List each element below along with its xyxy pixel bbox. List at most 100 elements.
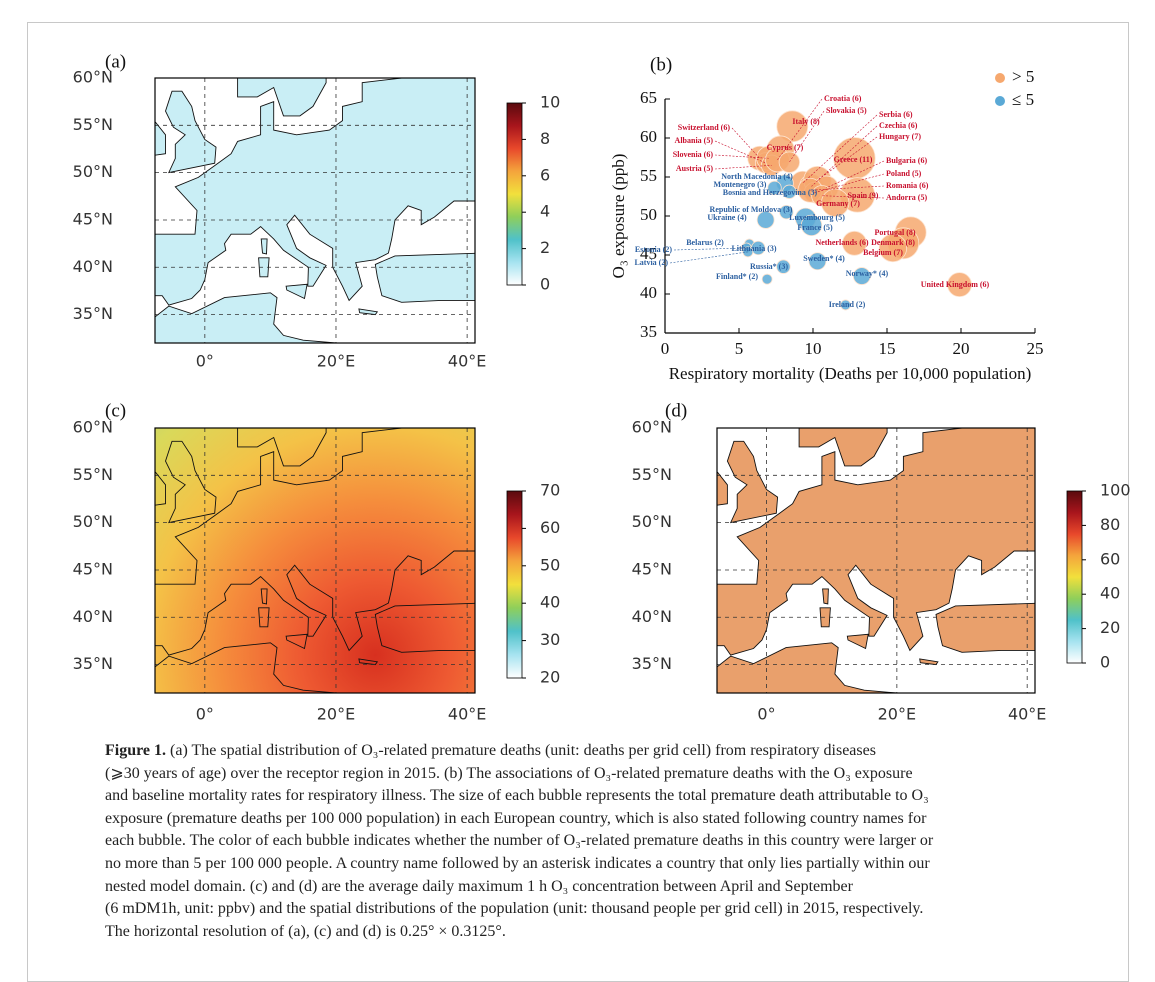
y-axis-label: O₃ exposure (ppb) xyxy=(609,154,628,279)
panel-label: (c) xyxy=(105,400,126,421)
lat-tick-label: 45°N xyxy=(73,559,113,578)
bubble-label: Slovakia (5) xyxy=(826,106,867,115)
lon-tick-label: 20°E xyxy=(317,352,355,371)
colorbar xyxy=(1066,490,1083,664)
bubble-label: Ukraine (4) xyxy=(707,213,747,222)
lat-tick-label: 40°N xyxy=(73,257,113,276)
caption-line: (6 mDM1h, unit: ppbv) and the spatial di… xyxy=(105,900,924,918)
colorbar-tick-label: 2 xyxy=(540,238,550,257)
lat-tick-label: 55°N xyxy=(632,465,672,484)
coastline xyxy=(726,440,779,524)
coastline xyxy=(822,588,829,605)
bubble xyxy=(800,214,823,237)
lat-tick-label: 50°N xyxy=(73,512,113,531)
lon-tick-label: 0° xyxy=(196,705,214,724)
y-tick-label: 65 xyxy=(640,88,657,107)
lat-tick-label: 35°N xyxy=(73,304,113,323)
coastline xyxy=(155,642,337,693)
colorbar xyxy=(506,490,523,679)
bubble-label: Luxembourg (5) xyxy=(789,213,845,222)
bubble-label: Hungary (7) xyxy=(879,132,921,141)
coastline xyxy=(717,471,728,506)
bubble xyxy=(842,230,867,256)
colorbar-tick-label: 30 xyxy=(540,630,560,649)
coastline xyxy=(258,607,270,628)
bubble-label: Russia* (3) xyxy=(750,262,788,271)
bubble-label: Austria (5) xyxy=(676,164,713,173)
bubble xyxy=(782,184,797,199)
lat-tick-label: 50°N xyxy=(73,162,113,181)
lon-tick-label: 40°E xyxy=(1008,705,1046,724)
concentration-field xyxy=(155,428,475,693)
bubble xyxy=(852,267,871,285)
coastline xyxy=(819,607,831,628)
leader-line xyxy=(810,185,885,191)
colorbar-tick-label: 100 xyxy=(1100,481,1131,500)
bubble-label: Netherlands (6) xyxy=(815,238,868,247)
coastline xyxy=(374,602,475,653)
caption: Figure 1. (a) The spatial distribution o… xyxy=(105,740,933,943)
bubble xyxy=(767,180,782,196)
coastline xyxy=(260,238,268,255)
bubble-label: Belgium (7) xyxy=(863,248,903,257)
coastline xyxy=(285,633,308,650)
caption-line: and baseline mortality rates for respira… xyxy=(105,787,929,805)
colorbar-tick-label: 20 xyxy=(1100,618,1120,637)
caption-line: nested model domain. (c) and (d) are the… xyxy=(105,877,853,895)
colorbar-tick-label: 70 xyxy=(540,481,560,500)
legend-label: > 5 xyxy=(1012,67,1034,86)
leader-line xyxy=(714,140,766,164)
bubble-label: Czechia (6) xyxy=(879,121,918,130)
leader-line xyxy=(669,251,748,264)
coastline xyxy=(155,292,337,343)
colorbar-tick-label: 4 xyxy=(540,202,550,221)
bubble-label: North Macedonia (4) xyxy=(721,172,793,181)
bubble xyxy=(821,188,850,217)
bubble-label: Latvia (2) xyxy=(634,258,668,267)
coastline xyxy=(260,588,268,605)
lon-tick-label: 40°E xyxy=(448,352,486,371)
lat-tick-label: 45°N xyxy=(632,559,672,578)
leader-line xyxy=(826,160,885,189)
caption-line: The horizontal resolution of (a), (c) an… xyxy=(105,922,506,940)
bubble-label: Serbia (6) xyxy=(879,110,913,119)
colorbar xyxy=(506,102,523,286)
coastline xyxy=(935,602,1035,653)
caption-line: (⩾30 years of age) over the receptor reg… xyxy=(105,764,913,782)
bubble-label: Portugal (8) xyxy=(874,228,915,237)
bubble-label: Estonia (2) xyxy=(635,245,672,254)
colorbar-tick-label: 8 xyxy=(540,129,550,148)
lon-tick-label: 0° xyxy=(196,352,214,371)
x-axis-label: Respiratory mortality (Deaths per 10,000… xyxy=(669,364,1032,383)
bubble-label: Switzerland (6) xyxy=(678,123,731,132)
caption-line: Figure 1. (a) The spatial distribution o… xyxy=(105,740,933,763)
map-area xyxy=(717,428,1035,693)
y-tick-label: 55 xyxy=(640,166,657,185)
bubble-label: Slovenia (6) xyxy=(673,150,714,159)
leader-line xyxy=(714,154,769,159)
leader-line xyxy=(714,165,772,170)
bubble xyxy=(761,273,773,285)
bubble-label: Albania (5) xyxy=(675,136,714,145)
legend-marker xyxy=(995,73,1005,83)
bubble xyxy=(776,110,809,143)
leader-line xyxy=(817,136,878,181)
bubble xyxy=(878,233,908,263)
lat-tick-label: 40°N xyxy=(73,607,113,626)
coastline xyxy=(358,658,379,666)
coastline xyxy=(165,90,217,174)
bubble xyxy=(840,299,851,311)
bubble-label: Sweden* (4) xyxy=(803,254,845,263)
leader-line xyxy=(814,173,885,193)
leader-line xyxy=(802,114,878,184)
coastline xyxy=(155,78,475,306)
y-tick-label: 40 xyxy=(640,283,657,302)
bubble-label: Belarus (2) xyxy=(686,238,724,247)
x-tick-label: 5 xyxy=(735,339,744,358)
bubble-label: Cyprus (7) xyxy=(767,143,804,152)
colorbar-tick-label: 20 xyxy=(540,668,560,687)
lat-tick-label: 60°N xyxy=(632,418,672,437)
y-tick-label: 35 xyxy=(640,322,657,341)
lat-tick-label: 60°N xyxy=(73,68,113,87)
bubble-label: Bulgaria (6) xyxy=(886,156,927,165)
